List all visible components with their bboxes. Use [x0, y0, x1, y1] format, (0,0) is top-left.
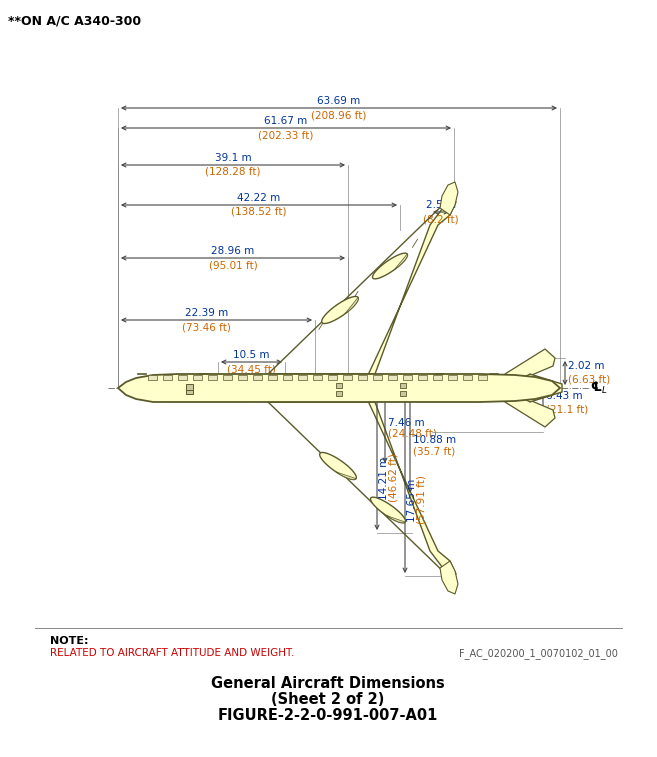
- FancyBboxPatch shape: [478, 375, 487, 380]
- FancyBboxPatch shape: [298, 375, 307, 380]
- Text: (8.2 ft): (8.2 ft): [423, 214, 459, 224]
- Text: RELATED TO AIRCRAFT ATTITUDE AND WEIGHT.: RELATED TO AIRCRAFT ATTITUDE AND WEIGHT.: [50, 648, 294, 658]
- FancyBboxPatch shape: [388, 375, 397, 380]
- FancyBboxPatch shape: [343, 375, 352, 380]
- FancyBboxPatch shape: [268, 375, 277, 380]
- Text: 14.21 m: 14.21 m: [379, 456, 389, 500]
- Polygon shape: [268, 401, 456, 580]
- FancyBboxPatch shape: [148, 375, 157, 380]
- Text: (202.33 ft): (202.33 ft): [258, 130, 313, 140]
- Text: (46.62 ft): (46.62 ft): [389, 453, 399, 503]
- FancyBboxPatch shape: [193, 375, 202, 380]
- Text: (Sheet 2 of 2): (Sheet 2 of 2): [271, 692, 385, 707]
- Text: 22.39 m: 22.39 m: [185, 308, 228, 318]
- Text: (34.45 ft): (34.45 ft): [227, 364, 276, 374]
- FancyBboxPatch shape: [238, 375, 247, 380]
- Text: 63.69 m: 63.69 m: [317, 96, 361, 106]
- FancyBboxPatch shape: [336, 391, 342, 396]
- FancyBboxPatch shape: [208, 375, 217, 380]
- Polygon shape: [505, 349, 555, 377]
- Text: (73.46 ft): (73.46 ft): [182, 322, 231, 332]
- Polygon shape: [373, 253, 407, 279]
- FancyBboxPatch shape: [403, 375, 412, 380]
- Text: 6.43 m: 6.43 m: [546, 391, 583, 401]
- FancyBboxPatch shape: [400, 383, 406, 388]
- Polygon shape: [322, 297, 358, 323]
- FancyBboxPatch shape: [163, 375, 172, 380]
- FancyBboxPatch shape: [418, 375, 427, 380]
- Text: 2.02 m: 2.02 m: [568, 361, 604, 371]
- Text: (95.01 ft): (95.01 ft): [209, 260, 258, 270]
- FancyBboxPatch shape: [358, 375, 367, 380]
- Polygon shape: [336, 472, 356, 479]
- Text: (6.63 ft): (6.63 ft): [568, 375, 610, 385]
- FancyBboxPatch shape: [336, 383, 342, 388]
- FancyBboxPatch shape: [178, 375, 187, 380]
- FancyBboxPatch shape: [328, 375, 337, 380]
- Text: 28.96 m: 28.96 m: [212, 246, 255, 256]
- Polygon shape: [505, 399, 555, 427]
- Text: 42.22 m: 42.22 m: [237, 193, 281, 203]
- FancyBboxPatch shape: [253, 375, 262, 380]
- Text: General Aircraft Dimensions: General Aircraft Dimensions: [211, 676, 445, 691]
- Text: NOTE:: NOTE:: [50, 636, 89, 646]
- FancyBboxPatch shape: [400, 391, 406, 396]
- Polygon shape: [320, 453, 356, 479]
- Polygon shape: [371, 497, 405, 523]
- FancyBboxPatch shape: [463, 375, 472, 380]
- Text: (24.48 ft): (24.48 ft): [388, 429, 437, 439]
- Polygon shape: [386, 516, 405, 523]
- Text: 17.65 m: 17.65 m: [407, 478, 417, 522]
- Text: (57.91 ft): (57.91 ft): [417, 475, 427, 525]
- Text: 10.5 m: 10.5 m: [233, 350, 270, 360]
- FancyBboxPatch shape: [448, 375, 457, 380]
- Text: FIGURE-2-2-0-991-007-A01: FIGURE-2-2-0-991-007-A01: [218, 708, 438, 723]
- Text: 7.46 m: 7.46 m: [388, 418, 424, 428]
- Text: 39.1 m: 39.1 m: [215, 153, 252, 163]
- FancyBboxPatch shape: [223, 375, 232, 380]
- Text: 2.5 m: 2.5 m: [426, 200, 456, 210]
- Text: (128.28 ft): (128.28 ft): [205, 167, 261, 177]
- Text: F_AC_020200_1_0070102_01_00: F_AC_020200_1_0070102_01_00: [459, 648, 618, 659]
- Polygon shape: [440, 561, 458, 594]
- Polygon shape: [440, 182, 458, 215]
- FancyBboxPatch shape: [283, 375, 292, 380]
- Polygon shape: [510, 374, 562, 402]
- FancyBboxPatch shape: [313, 375, 322, 380]
- Bar: [186, 384, 193, 392]
- Polygon shape: [394, 254, 407, 269]
- Text: 61.67 m: 61.67 m: [264, 116, 307, 126]
- FancyBboxPatch shape: [373, 375, 382, 380]
- Text: (21.1 ft): (21.1 ft): [546, 405, 588, 415]
- Bar: [186, 390, 193, 394]
- Text: (138.52 ft): (138.52 ft): [231, 207, 286, 217]
- Text: **ON A/C A340-300: **ON A/C A340-300: [8, 14, 141, 27]
- Polygon shape: [268, 196, 456, 375]
- FancyBboxPatch shape: [433, 375, 442, 380]
- Text: (208.96 ft): (208.96 ft): [311, 110, 367, 120]
- Text: 10.88 m: 10.88 m: [413, 435, 456, 445]
- Text: (35.7 ft): (35.7 ft): [413, 446, 455, 456]
- Polygon shape: [118, 374, 560, 402]
- Polygon shape: [345, 298, 358, 314]
- Text: $\mathregular{℄}_L$: $\mathregular{℄}_L$: [590, 380, 608, 396]
